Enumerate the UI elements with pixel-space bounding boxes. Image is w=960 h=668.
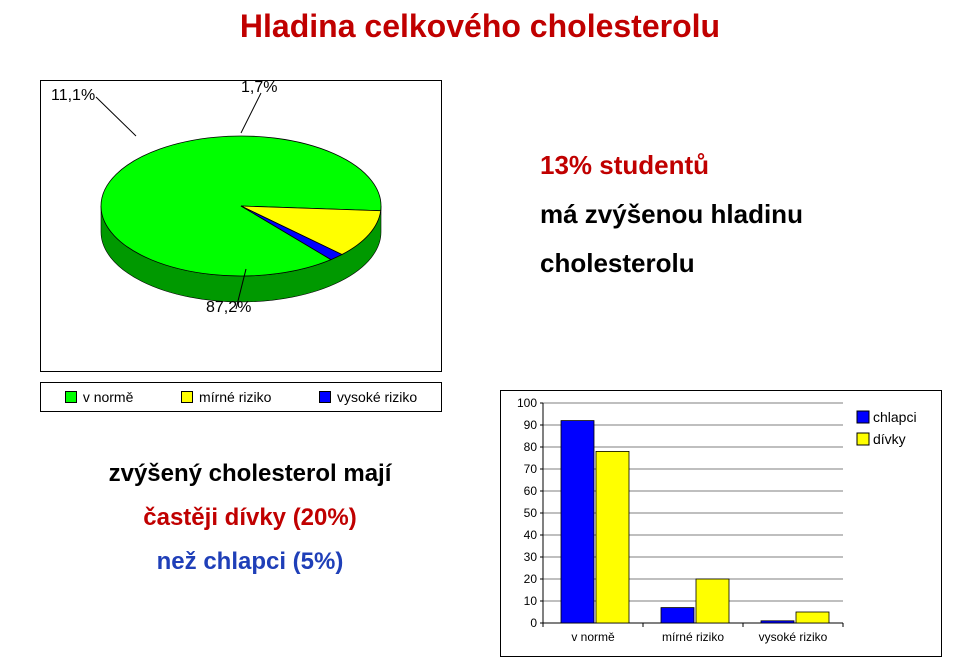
y-tick-label: 30 [524, 550, 538, 564]
bar [596, 451, 629, 623]
y-tick-label: 70 [524, 462, 538, 476]
bar [661, 608, 694, 623]
note-line-2: častěji dívky (20%) [40, 504, 460, 532]
legend-swatch [319, 391, 331, 403]
bar [561, 421, 594, 623]
y-tick-label: 0 [530, 616, 537, 630]
x-tick-label: vysoké riziko [759, 630, 828, 644]
summary-line-1: 13% studentů [540, 150, 920, 181]
bar-chart: 0 10 20 30 40 50 60 70 80 90 100 v normě mírné rizik… [500, 390, 942, 657]
bar [796, 612, 829, 623]
y-tick-label: 60 [524, 484, 538, 498]
summary-line-3: cholesterolu [540, 248, 920, 279]
legend-item: v normě [65, 389, 134, 405]
y-tick-label: 20 [524, 572, 538, 586]
legend-label: v normě [83, 389, 134, 405]
bar-svg: 0 10 20 30 40 50 60 70 80 90 100 v normě mírné rizik… [501, 391, 941, 656]
legend-item: vysoké riziko [319, 389, 417, 405]
note-text: zvýšený cholesterol mají častěji dívky (… [40, 460, 460, 576]
y-tick-label: 90 [524, 418, 538, 432]
bar-legend-label: chlapci [873, 409, 917, 425]
pie-chart: 11,1% 1,7% 87,2% [40, 80, 442, 372]
pie-label: 1,7% [241, 79, 277, 97]
pie-label: 87,2% [206, 299, 251, 317]
legend-item: mírné riziko [181, 389, 271, 405]
bar-legend-swatch [857, 411, 869, 423]
page-title: Hladina celkového cholesterolu [0, 8, 960, 45]
y-tick-label: 10 [524, 594, 538, 608]
legend-label: vysoké riziko [337, 389, 417, 405]
legend-label: mírné riziko [199, 389, 271, 405]
pie-label: 11,1% [51, 87, 95, 105]
summary-text: 13% studentů má zvýšenou hladinu cholest… [540, 150, 920, 279]
y-tick-label: 50 [524, 506, 538, 520]
x-tick-label: v normě [571, 630, 615, 644]
bar [761, 621, 794, 623]
y-tick-label: 100 [517, 396, 537, 410]
bar-legend-swatch [857, 433, 869, 445]
bar-legend-label: dívky [873, 431, 906, 447]
pie-svg [81, 91, 401, 321]
bar [696, 579, 729, 623]
legend-swatch [65, 391, 77, 403]
pie-legend: v normě mírné riziko vysoké riziko [40, 382, 442, 412]
x-tick-label: mírné riziko [662, 630, 724, 644]
y-tick-label: 80 [524, 440, 538, 454]
legend-swatch [181, 391, 193, 403]
note-line-1: zvýšený cholesterol mají [40, 460, 460, 488]
y-tick-label: 40 [524, 528, 538, 542]
summary-line-2: má zvýšenou hladinu [540, 199, 920, 230]
note-line-3: než chlapci (5%) [40, 548, 460, 576]
